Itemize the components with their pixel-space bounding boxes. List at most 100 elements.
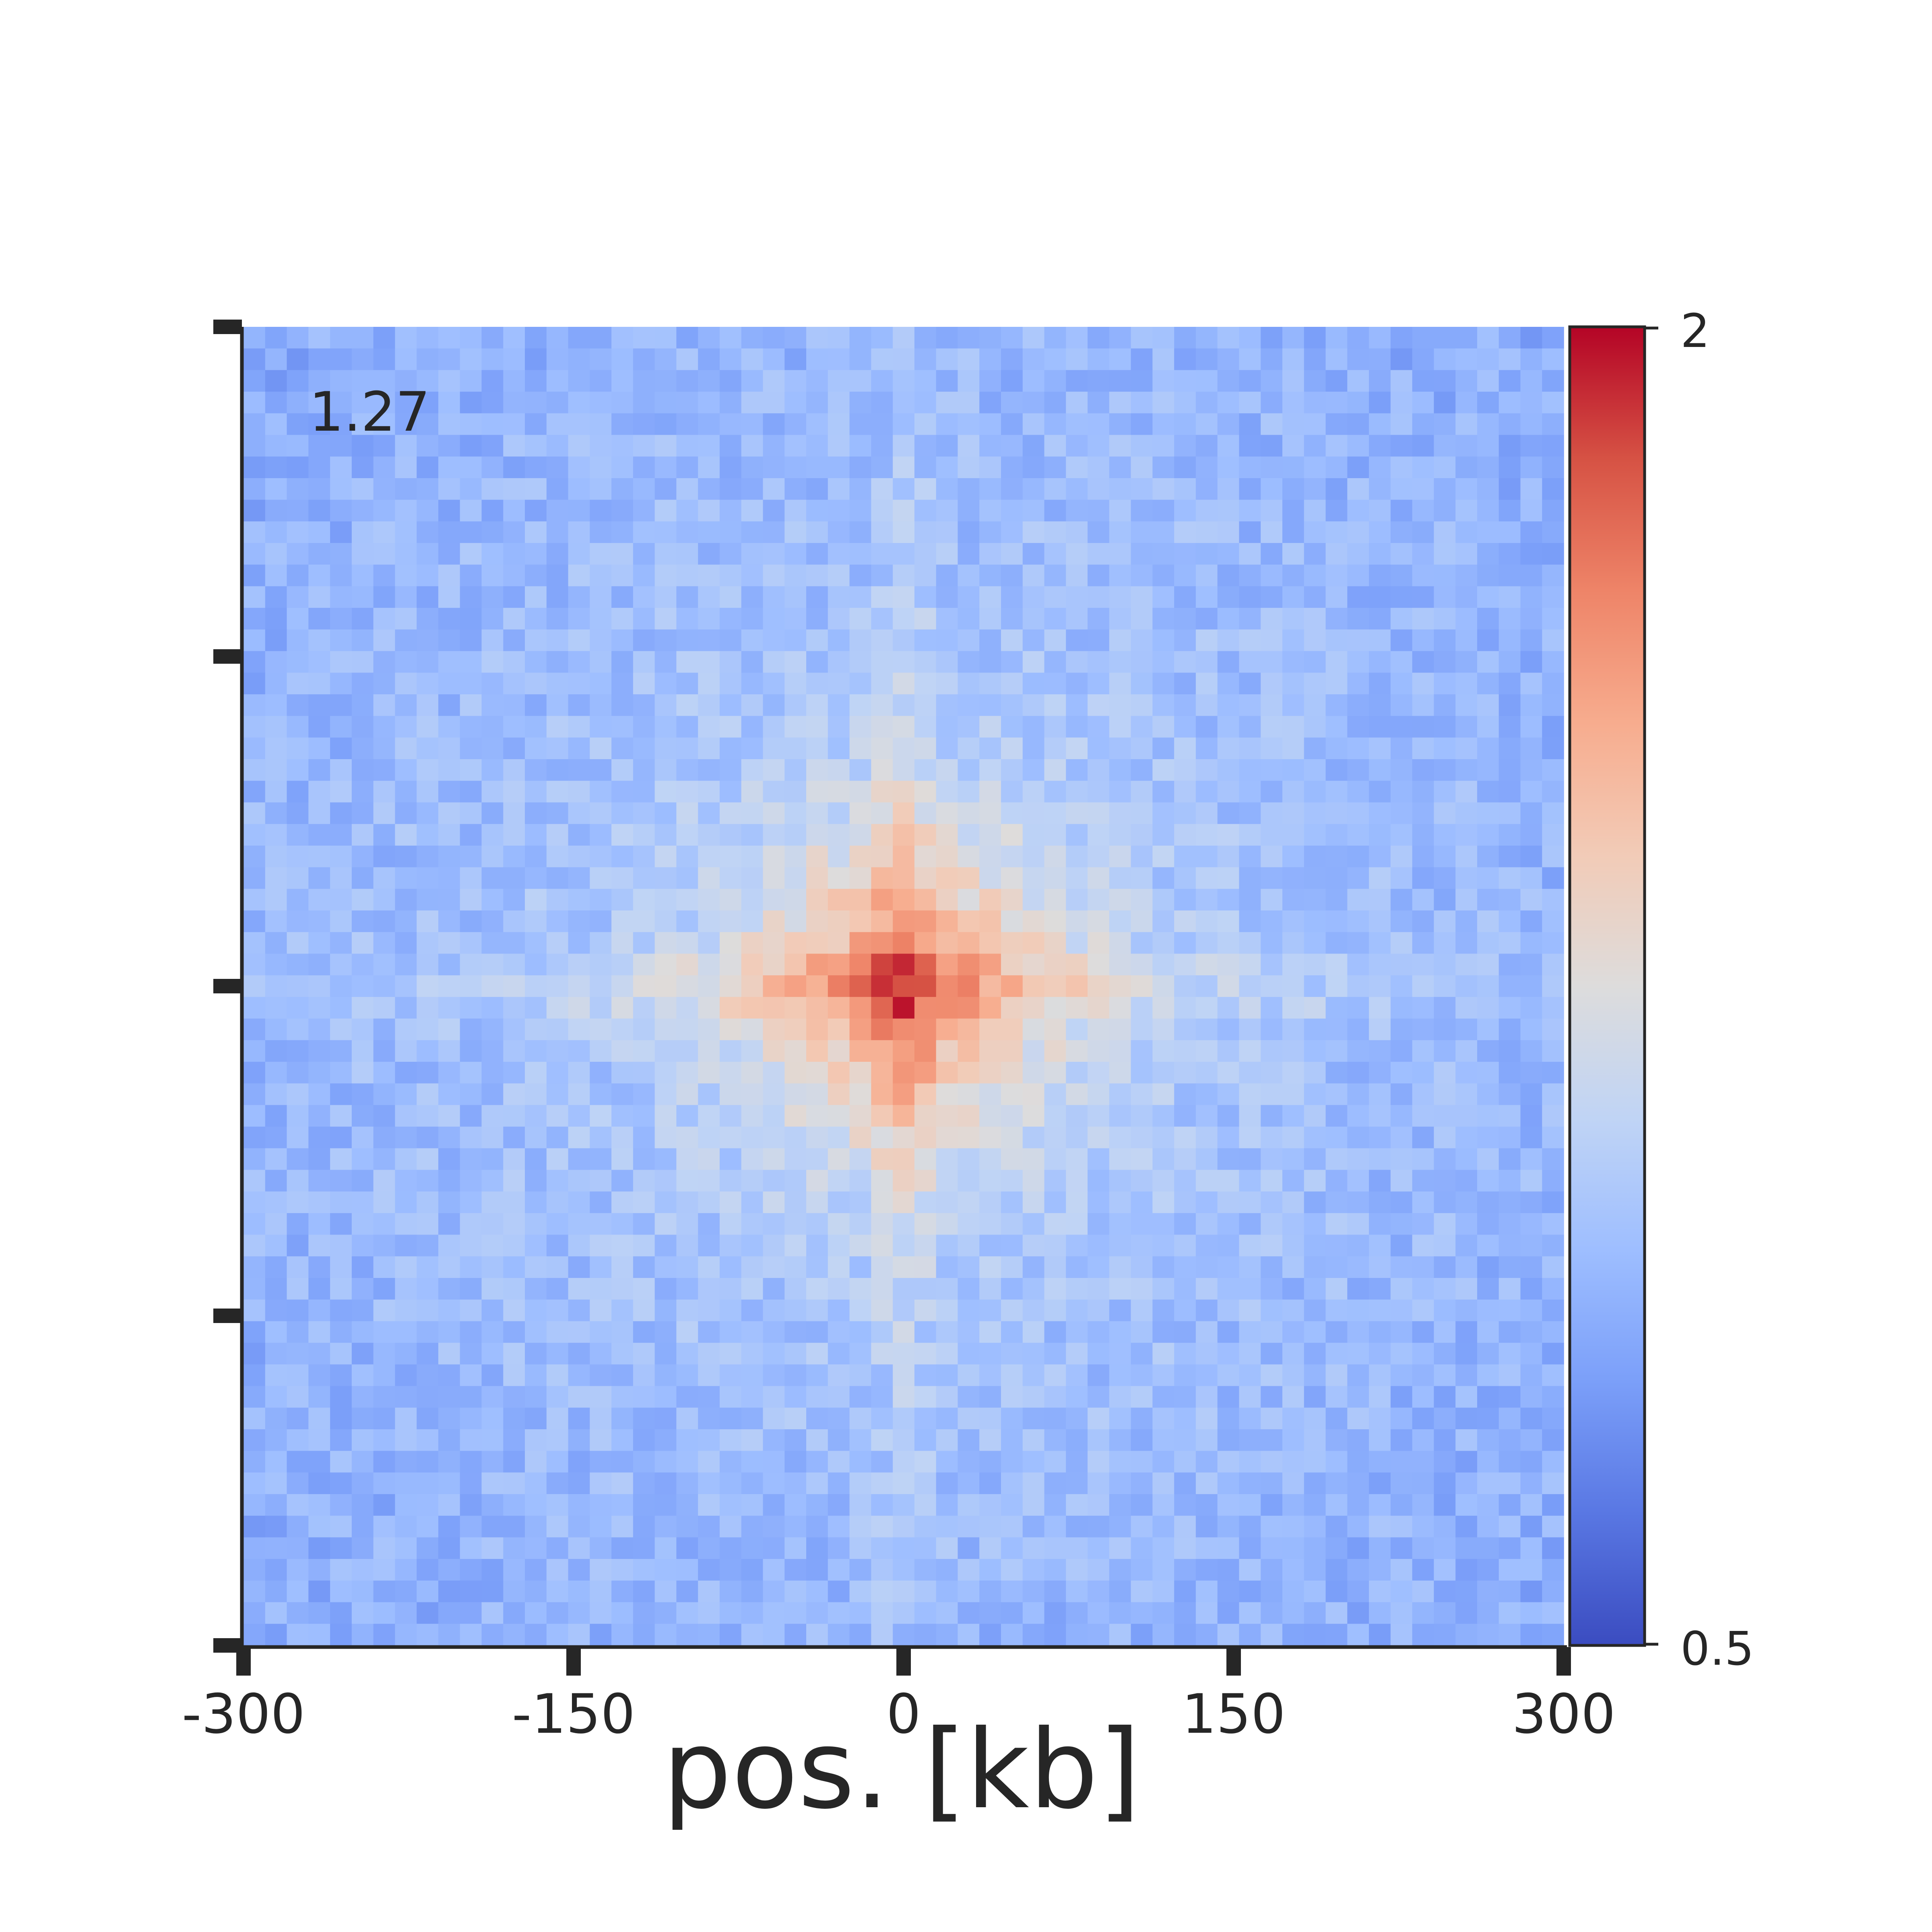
heatmap-cell [330, 737, 352, 760]
heatmap-cell [1499, 1256, 1521, 1278]
heatmap-cell [893, 889, 915, 911]
heatmap-cell [525, 1559, 547, 1581]
heatmap-cell [1477, 759, 1499, 781]
heatmap-cell [1542, 954, 1564, 976]
heatmap-cell [330, 1191, 352, 1214]
heatmap-cell [633, 737, 655, 760]
heatmap-cell [308, 564, 330, 587]
heatmap-cell [417, 1148, 439, 1170]
heatmap-cell [1195, 867, 1218, 890]
heatmap-cell [244, 1537, 266, 1559]
heatmap-cell [1195, 889, 1218, 911]
heatmap-cell [568, 673, 590, 695]
heatmap-cell [1174, 629, 1196, 652]
heatmap-cell [1304, 824, 1326, 846]
heatmap-cell [373, 1127, 396, 1149]
heatmap-cell [1109, 1170, 1131, 1192]
heatmap-cell [525, 543, 547, 565]
heatmap-cell [1325, 1299, 1348, 1322]
heatmap-cell [936, 478, 958, 500]
heatmap-cell [1022, 1299, 1045, 1322]
heatmap-cell [1195, 802, 1218, 825]
heatmap-cell [395, 1127, 417, 1149]
heatmap-cell [503, 694, 525, 716]
heatmap-cell [546, 392, 569, 414]
heatmap-cell [849, 1472, 872, 1494]
heatmap-cell [244, 1127, 266, 1149]
heatmap-cell [611, 1234, 634, 1257]
heatmap-cell [1174, 1105, 1196, 1127]
heatmap-cell [1499, 1299, 1521, 1322]
heatmap-cell [893, 1061, 915, 1084]
heatmap-cell [1088, 392, 1110, 414]
heatmap-cell [1520, 716, 1543, 738]
heatmap-cell [525, 564, 547, 587]
heatmap-cell [893, 1451, 915, 1473]
heatmap-cell [654, 1494, 677, 1516]
heatmap-cell [1261, 975, 1283, 997]
heatmap-cell [741, 521, 764, 543]
heatmap-cell [1499, 1494, 1521, 1516]
heatmap-cell [265, 1515, 287, 1538]
heatmap-cell [611, 1170, 634, 1192]
heatmap-cell [460, 673, 482, 695]
heatmap-cell [828, 1451, 850, 1473]
heatmap-cell [741, 564, 764, 587]
heatmap-cell [611, 997, 634, 1019]
heatmap-cell [568, 1494, 590, 1516]
heatmap-cell [308, 456, 330, 479]
heatmap-cell [654, 1061, 677, 1084]
heatmap-cell [1044, 651, 1067, 673]
heatmap-cell [265, 500, 287, 522]
heatmap-cell [1369, 845, 1391, 868]
heatmap-cell [676, 435, 698, 457]
heatmap-cell [1239, 1061, 1261, 1084]
heatmap-cell [1390, 1234, 1413, 1257]
heatmap-cell [1109, 889, 1131, 911]
heatmap-cell [481, 1451, 504, 1473]
heatmap-cell [1152, 1515, 1174, 1538]
heatmap-cell [308, 521, 330, 543]
heatmap-cell [265, 997, 287, 1019]
heatmap-cell [979, 932, 1001, 954]
heatmap-cell [1217, 413, 1240, 436]
heatmap-cell [849, 1451, 872, 1473]
heatmap-cell [741, 1234, 764, 1257]
heatmap-cell [806, 1386, 828, 1408]
heatmap-cell [893, 478, 915, 500]
heatmap-cell [244, 370, 266, 392]
heatmap-cell [1455, 1515, 1478, 1538]
heatmap-cell [287, 1559, 309, 1581]
heatmap-cell [1239, 1472, 1261, 1494]
heatmap-cell [1412, 1105, 1435, 1127]
heatmap-cell [1131, 824, 1153, 846]
heatmap-cell [1195, 543, 1218, 565]
heatmap-cell [1390, 1018, 1413, 1041]
heatmap-cell [1347, 413, 1369, 436]
heatmap-cell [936, 1580, 958, 1603]
heatmap-cell [1044, 456, 1067, 479]
heatmap-cell [1195, 1213, 1218, 1235]
heatmap-cell [308, 413, 330, 436]
heatmap-cell [503, 1429, 525, 1451]
heatmap-cell [1304, 954, 1326, 976]
heatmap-cell [503, 370, 525, 392]
heatmap-cell [287, 1602, 309, 1624]
heatmap-cell [1066, 1343, 1088, 1365]
heatmap-cell [1217, 1494, 1240, 1516]
heatmap-cell [763, 1580, 785, 1603]
heatmap-cell [503, 737, 525, 760]
heatmap-cell [1304, 889, 1326, 911]
heatmap-cell [1304, 435, 1326, 457]
heatmap-cell [979, 1559, 1001, 1581]
heatmap-cell [1152, 1451, 1174, 1473]
heatmap-cell [936, 824, 958, 846]
heatmap-cell [351, 1299, 374, 1322]
heatmap-cell [460, 1061, 482, 1084]
heatmap-cell [1499, 348, 1521, 371]
heatmap-cell [1066, 1408, 1088, 1430]
heatmap-cell [958, 824, 980, 846]
heatmap-cell [763, 521, 785, 543]
heatmap-cell [1542, 564, 1564, 587]
heatmap-cell [351, 975, 374, 997]
